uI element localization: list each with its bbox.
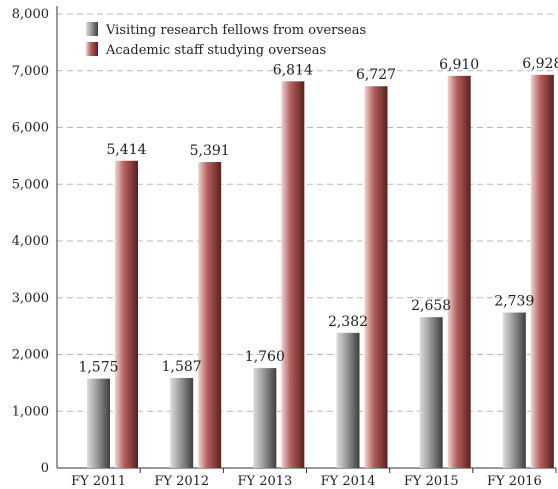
legend-swatch	[86, 22, 98, 36]
bar-visiting-fellows	[87, 378, 110, 468]
data-label: 6,727	[356, 67, 396, 83]
bar-visiting-fellows	[253, 368, 277, 468]
bar-staff-overseas	[530, 74, 554, 468]
bar-visiting-fellows	[336, 332, 360, 468]
bar-visiting-fellows	[502, 312, 526, 468]
data-label: 6,910	[439, 57, 479, 73]
y-axis-ticks: 0 1,000 2,000 3,000 4,000 5,000 6,000 7,000 8,00…	[12, 7, 49, 476]
y-tick-label: 8,000	[12, 7, 49, 22]
data-label: 2,658	[411, 298, 451, 314]
legend-background	[78, 18, 348, 58]
y-tick-label: 2,000	[12, 348, 49, 363]
data-label: 1,575	[78, 360, 118, 376]
legend-swatch	[86, 42, 98, 56]
bar-staff-overseas	[281, 81, 305, 469]
x-tick-label: FY 2016	[487, 474, 542, 489]
bar-staff-overseas	[198, 162, 222, 469]
x-tick-label: FY 2015	[404, 474, 459, 489]
x-tick-label: FY 2012	[154, 474, 209, 489]
bar-staff-overseas	[115, 160, 138, 468]
bar-visiting-fellows	[419, 317, 443, 468]
data-label: 1,587	[162, 359, 202, 375]
data-label: 1,760	[245, 349, 285, 365]
y-tick-label: 6,000	[12, 121, 49, 136]
y-tick-label: 4,000	[12, 234, 49, 249]
gridlines	[56, 6, 556, 469]
data-label: 6,814	[273, 62, 313, 78]
x-tick-label: FY 2014	[321, 474, 376, 489]
data-label: 2,382	[328, 314, 368, 330]
data-label: 6,928	[522, 56, 558, 72]
x-tick-label: FY 2011	[71, 474, 126, 489]
bars	[87, 74, 554, 469]
x-axis-ticks: FY 2011 FY 2012 FY 2013 FY 2014 FY 2015 FY 20…	[71, 468, 557, 489]
legend-label: Visiting research fellows from overseas	[105, 23, 366, 38]
data-label: 5,391	[190, 143, 230, 159]
bar-staff-overseas	[447, 75, 471, 469]
legend: Visiting research fellows from overseas A…	[78, 18, 366, 58]
y-tick-label: 3,000	[12, 291, 49, 306]
y-tick-label: 7,000	[12, 64, 49, 79]
data-labels: 1,575 1,587 1,760 2,382 2,658 2,739 5,414 5,391…	[78, 56, 558, 376]
legend-label: Academic staff studying overseas	[105, 43, 326, 58]
y-tick-label: 0	[41, 461, 49, 476]
bar-staff-overseas	[364, 86, 388, 469]
y-tick-label: 5,000	[12, 177, 49, 192]
y-tick-label: 1,000	[12, 404, 49, 419]
bar-visiting-fellows	[170, 377, 194, 468]
data-label: 5,414	[106, 142, 146, 158]
data-label: 2,739	[494, 294, 534, 310]
x-tick-label: FY 2013	[238, 474, 293, 489]
